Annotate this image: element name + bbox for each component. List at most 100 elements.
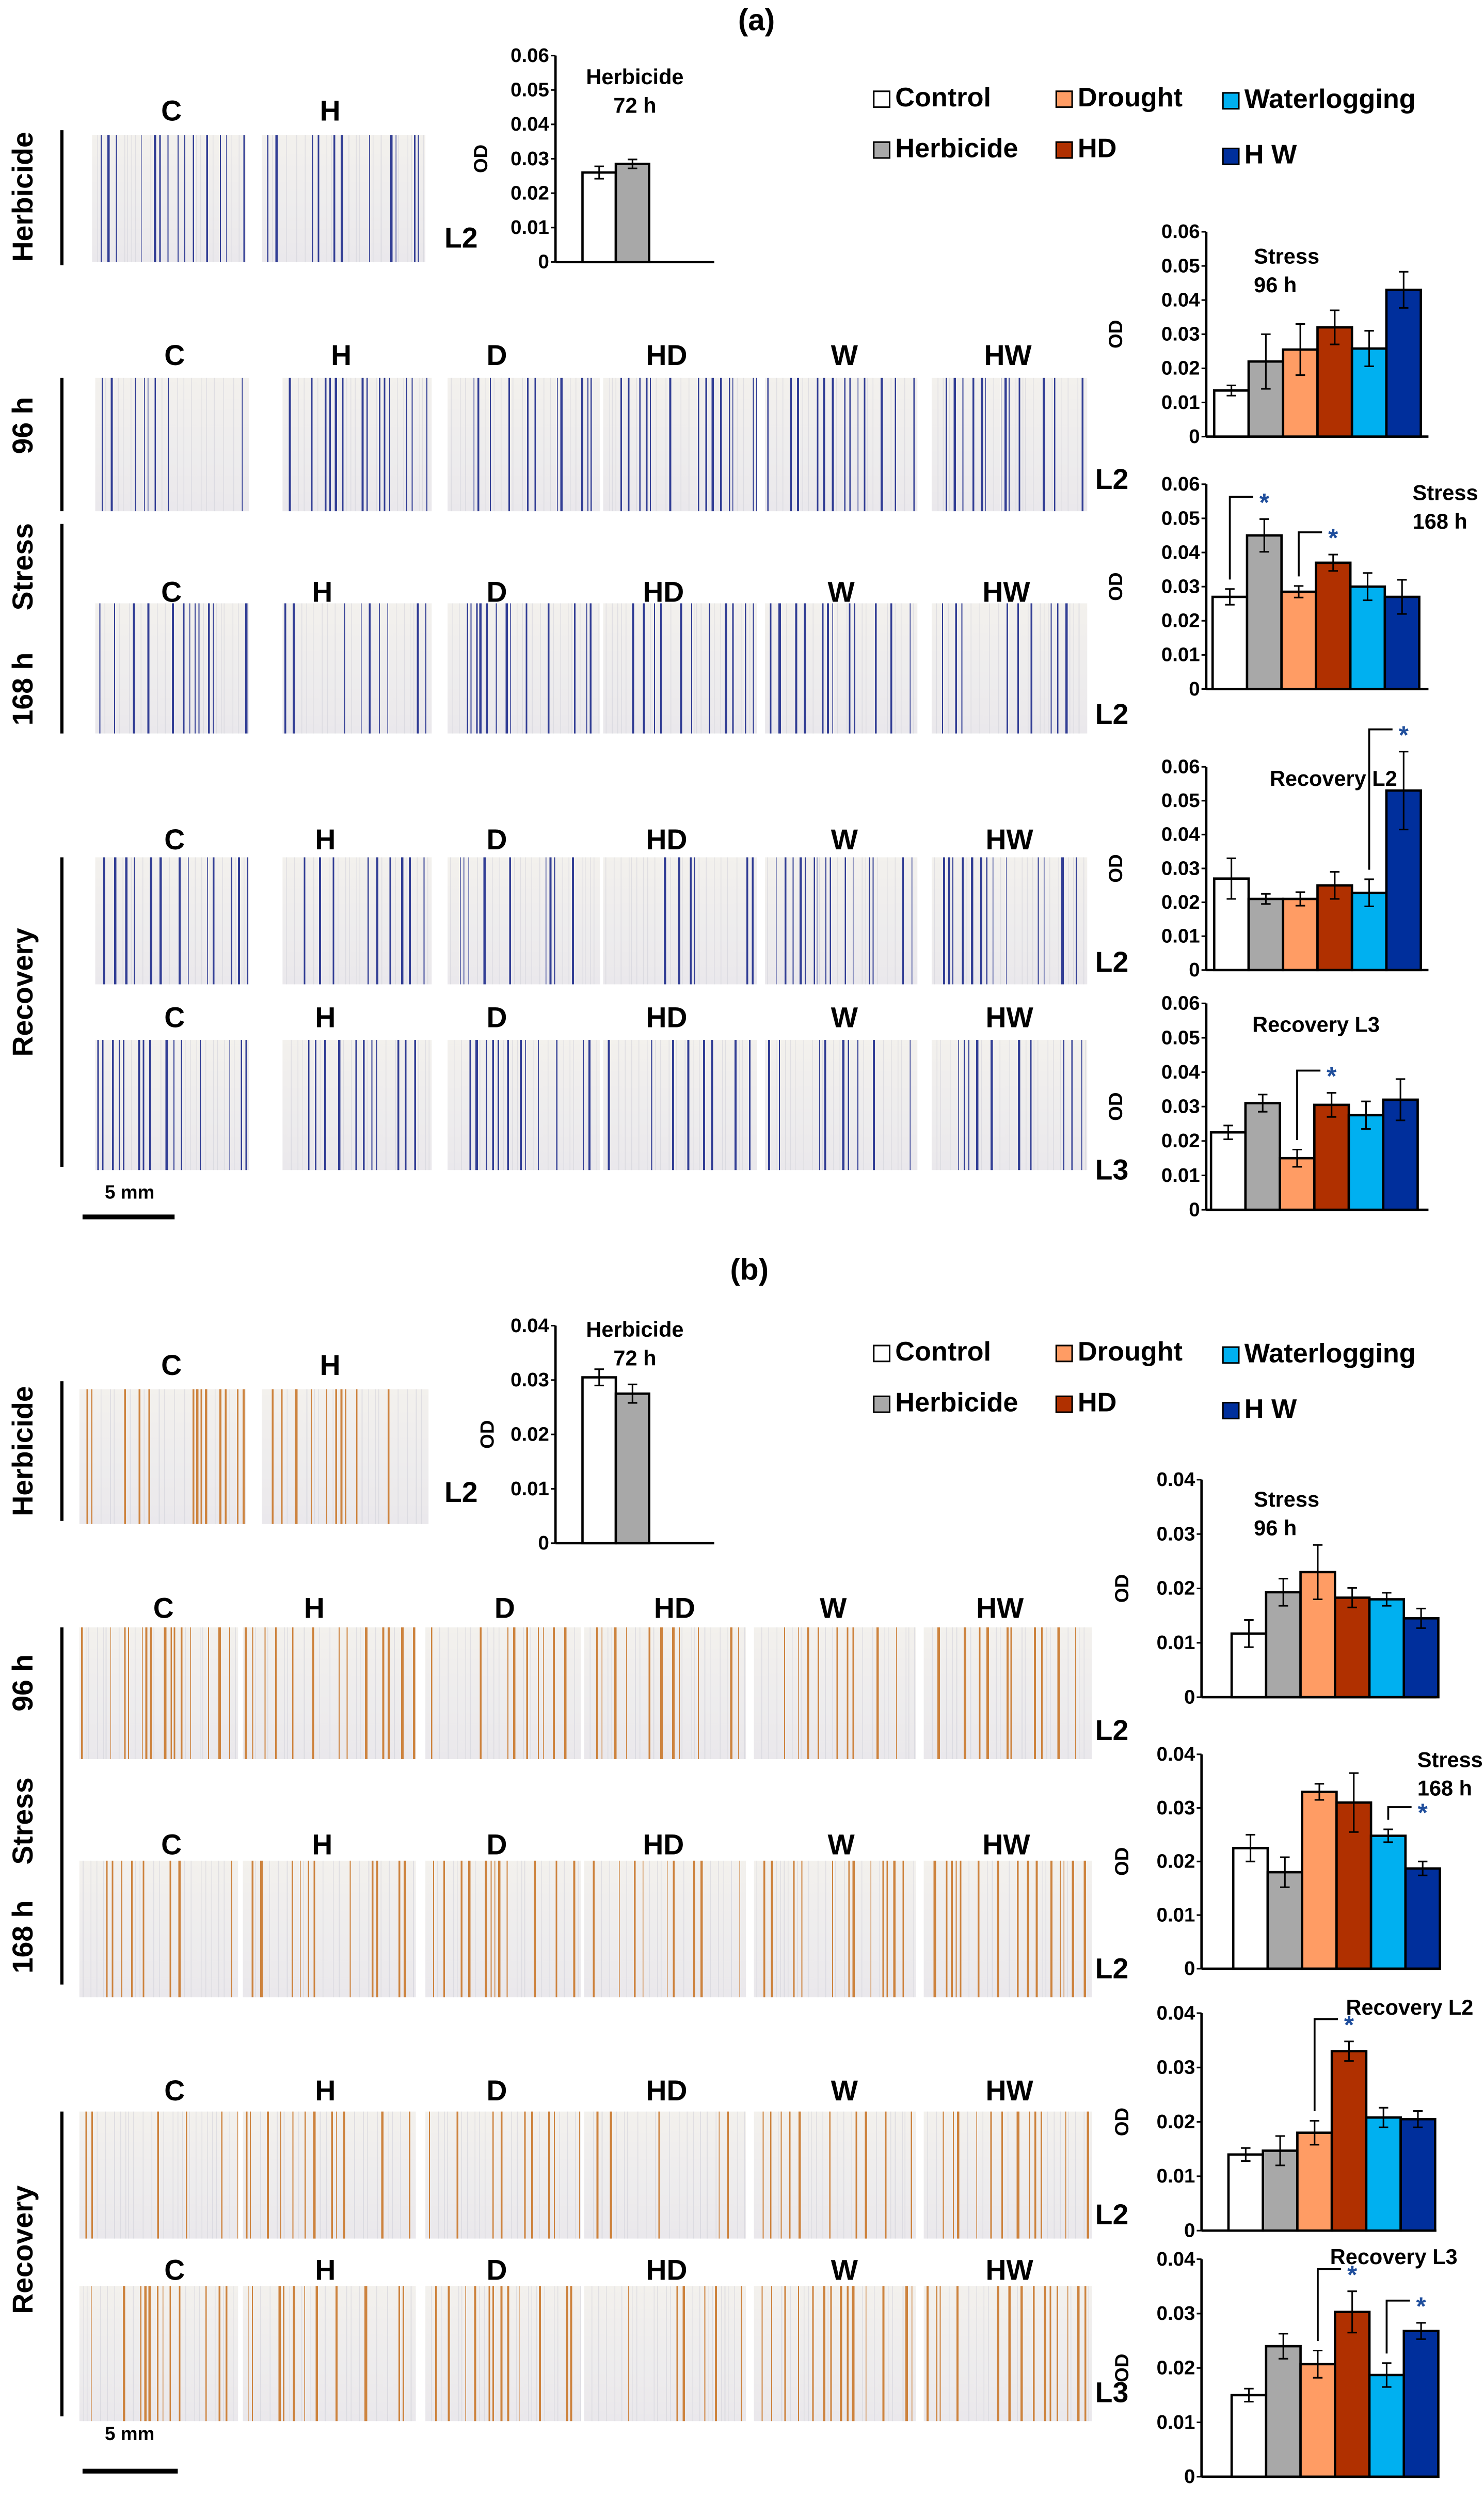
leaf-section-photo <box>754 1627 916 1759</box>
y-tick-label: 0.03 <box>510 1369 549 1391</box>
y-tick-label: 0.01 <box>1161 391 1200 414</box>
leaf-section-photo <box>95 857 249 985</box>
leaf-section-photo <box>765 603 918 734</box>
y-axis-label: OD <box>1105 1093 1126 1121</box>
bar-drought <box>1280 590 1317 690</box>
image-label: HD <box>646 2254 688 2286</box>
y-tick-label: 0.02 <box>510 182 549 204</box>
image-label: HD <box>646 340 688 372</box>
y-tick-label: 0.03 <box>1161 323 1200 345</box>
y-tick-label: 0.04 <box>1157 1468 1195 1491</box>
scale-bar <box>82 2469 178 2473</box>
image-label: H <box>315 2254 336 2286</box>
significance-asterisk: * <box>1416 2292 1427 2320</box>
y-tick-label: 0.05 <box>510 79 549 101</box>
y-tick-label: 0.02 <box>1157 2111 1195 2133</box>
bar-hd <box>1333 2311 1371 2478</box>
legend-swatch <box>1222 147 1240 165</box>
legend-item: HD <box>1055 1387 1117 1419</box>
y-tick-label: 0.01 <box>510 1478 549 1500</box>
chart-title: 168 h <box>1417 1776 1472 1800</box>
y-tick-label: 0 <box>1189 959 1200 981</box>
bar-hd <box>1333 1596 1371 1699</box>
bar-waterlogging <box>1368 2374 1406 2478</box>
group-divider <box>60 130 63 265</box>
chart-title: Recovery L2 <box>1270 766 1397 790</box>
chart-title: 96 h <box>1254 273 1297 297</box>
leaf-section-photo <box>262 1389 429 1524</box>
group-divider <box>60 1381 63 1521</box>
image-label: HD <box>646 824 688 856</box>
bar-control <box>1212 389 1250 438</box>
significance-bracket <box>1313 2018 1338 2112</box>
group-label: 96 h <box>7 1654 39 1712</box>
bar-drought <box>1282 897 1319 972</box>
chart-title: Stress <box>1417 1747 1483 1771</box>
bar-waterlogging <box>1368 1598 1406 1699</box>
y-tick-label: 0.01 <box>1157 1904 1195 1926</box>
group-divider <box>60 524 63 734</box>
leaf-section-photo <box>425 1860 581 1998</box>
y-tick-label: 0.03 <box>510 148 549 170</box>
significance-asterisk: * <box>1259 488 1270 517</box>
significance-bracket <box>1317 2268 1342 2342</box>
leaf-section-photo <box>95 1040 249 1170</box>
image-label: H <box>315 2075 336 2107</box>
legend-swatch <box>873 1395 891 1413</box>
image-label: C <box>161 1349 182 1382</box>
image-label: HW <box>976 1592 1024 1624</box>
image-label: C <box>164 2254 185 2286</box>
legend-label: HD <box>1077 1387 1117 1418</box>
image-label: HD <box>643 576 684 608</box>
group-label: Herbicide <box>7 1386 39 1516</box>
bar-hw <box>1402 1617 1440 1699</box>
y-tick-label: 0.04 <box>1157 2002 1195 2024</box>
bar-control <box>1232 1847 1269 1970</box>
y-axis-label: OD <box>1111 1847 1132 1876</box>
legend-item: Waterlogging <box>1222 84 1416 116</box>
bar-herbicide <box>1247 897 1285 972</box>
y-tick-label: 0.04 <box>1161 541 1200 563</box>
leaf-section-photo <box>765 857 918 985</box>
leaf-section-photo <box>584 1860 746 1998</box>
bar-control <box>1209 1131 1247 1211</box>
panel-label: (a) <box>738 5 775 38</box>
y-tick-label: 0.02 <box>1157 1577 1195 1600</box>
y-tick-label: 0.03 <box>1161 575 1200 597</box>
y-tick-label: 0 <box>1189 678 1200 700</box>
leaf-section-photo <box>282 603 432 734</box>
image-label: C <box>161 1829 182 1861</box>
y-tick-label: 0.01 <box>1161 925 1200 947</box>
chart-title: Herbicide <box>586 65 683 89</box>
leaf-section-photo <box>923 1627 1092 1759</box>
chart-title: 96 h <box>1254 1515 1297 1540</box>
legend-label: Drought <box>1077 1337 1183 1367</box>
legend-label: Herbicide <box>895 1387 1018 1418</box>
y-tick-label: 0.01 <box>1157 2411 1195 2433</box>
leaf-section-photo <box>754 2286 916 2422</box>
bar-control <box>1227 2153 1265 2232</box>
leaf-label: L2 <box>444 1476 478 1509</box>
leaf-section-photo <box>425 2111 581 2239</box>
y-axis-label: OD <box>1105 854 1126 882</box>
image-label: HW <box>984 340 1032 372</box>
group-divider <box>60 377 63 512</box>
leaf-section-photo <box>243 2111 416 2239</box>
significance-bracket <box>1385 2299 1410 2354</box>
legend-swatch <box>1055 1395 1073 1413</box>
image-label: W <box>827 576 855 608</box>
legend-swatch <box>873 89 891 107</box>
y-tick-label: 0.06 <box>1161 755 1200 778</box>
image-label: W <box>831 340 858 372</box>
leaf-section-photo <box>79 1389 246 1524</box>
leaf-section-photo <box>425 1627 581 1759</box>
bar-waterlogging <box>1365 2116 1402 2232</box>
leaf-section-photo <box>243 1860 416 1998</box>
image-label: HD <box>653 1592 695 1624</box>
chart-title: Stress <box>1413 481 1478 505</box>
significance-bracket <box>1228 496 1253 580</box>
legend-label: Control <box>895 1337 992 1367</box>
y-tick-label: 0.04 <box>510 1315 549 1337</box>
image-label: HD <box>646 1002 688 1034</box>
legend-item: Drought <box>1055 83 1183 114</box>
